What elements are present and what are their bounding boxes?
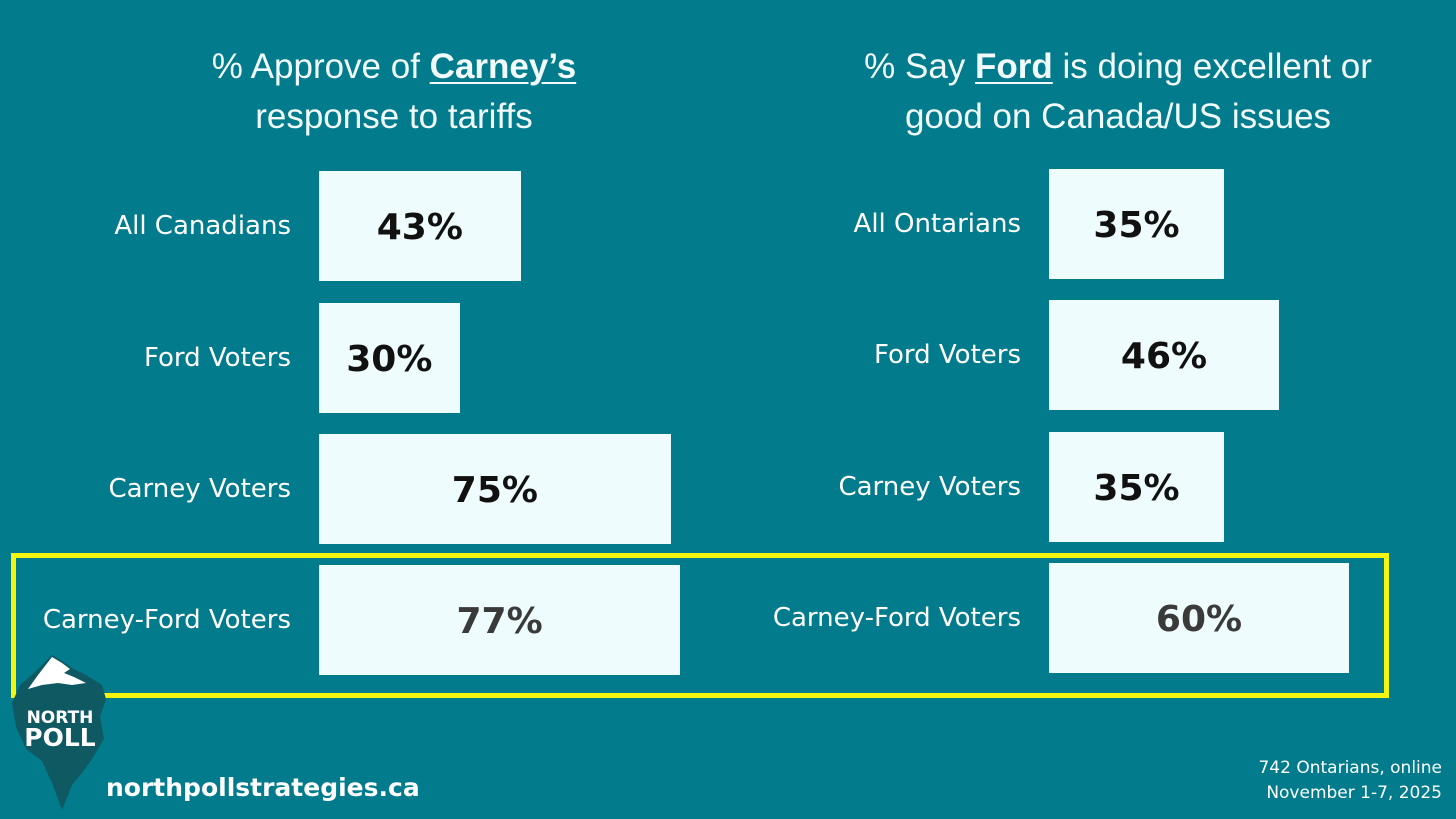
category-label: Carney Voters — [838, 472, 1021, 502]
logo-line-poll: POLL — [24, 723, 96, 752]
bar-value-label: 75% — [451, 470, 538, 511]
category-label: Ford Voters — [873, 340, 1021, 370]
north-poll-logo-icon — [12, 655, 106, 810]
footnote-sample: 742 Ontarians, online — [1258, 758, 1442, 778]
logo-line-north: NORTH — [26, 708, 94, 728]
category-label: Carney Voters — [108, 474, 291, 504]
chart-1-title-post: response to tariffs — [255, 97, 533, 136]
bar — [319, 171, 521, 281]
chart-1-title-emphasis: Carney’s — [429, 47, 577, 86]
bar-value-label: 46% — [1120, 336, 1208, 377]
chart-2-title: % Say Ford is doing excellent or good on… — [838, 42, 1398, 142]
category-label: Carney-Ford Voters — [772, 603, 1021, 633]
chart-2-title-emphasis: Ford — [975, 47, 1053, 86]
category-label: All Ontarians — [853, 209, 1021, 239]
chart-1-title: % Approve of Carney’s response to tariff… — [130, 42, 658, 142]
bar — [319, 565, 681, 675]
bar — [1049, 300, 1279, 410]
category-label: All Canadians — [114, 211, 291, 241]
bar-value-label: 60% — [1155, 599, 1243, 640]
category-label: Carney-Ford Voters — [42, 605, 291, 635]
bar-value-label: 43% — [376, 207, 463, 248]
chart-2-title-pre: % Say — [864, 47, 976, 86]
bar — [1049, 563, 1349, 673]
bar-value-label: 77% — [456, 601, 543, 642]
bar — [1049, 169, 1224, 279]
chart-1-title-pre: % Approve of — [211, 47, 430, 86]
bar — [319, 303, 460, 413]
bar — [1049, 432, 1224, 542]
bar-value-label: 35% — [1093, 205, 1180, 246]
bar — [319, 434, 671, 544]
bar-value-label: 30% — [346, 339, 433, 380]
chart-2-title-post: is doing excellent or good on Canada/US … — [904, 47, 1372, 136]
category-label: Ford Voters — [143, 343, 291, 373]
bar-value-label: 35% — [1093, 468, 1180, 509]
highlight-box — [11, 553, 1389, 698]
website-link[interactable]: northpollstrategies.ca — [106, 773, 420, 802]
footnote-dates: November 1-7, 2025 — [1266, 783, 1442, 803]
